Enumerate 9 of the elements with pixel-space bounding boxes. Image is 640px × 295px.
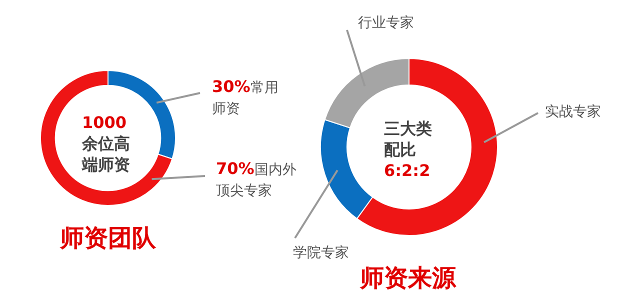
slice-label: 实战专家 — [545, 103, 602, 122]
slice-label: 学院专家 — [293, 244, 350, 263]
slice-label: 行业专家 — [358, 14, 415, 33]
text: 师资团队 — [58, 223, 157, 254]
text: 三大类配比6:2:2 — [384, 119, 432, 180]
text: 师资来源 — [358, 263, 458, 294]
text: 1000余位高端师资 — [82, 113, 130, 174]
data-label: 30% — [212, 77, 250, 96]
data-label: 70% — [216, 159, 254, 178]
